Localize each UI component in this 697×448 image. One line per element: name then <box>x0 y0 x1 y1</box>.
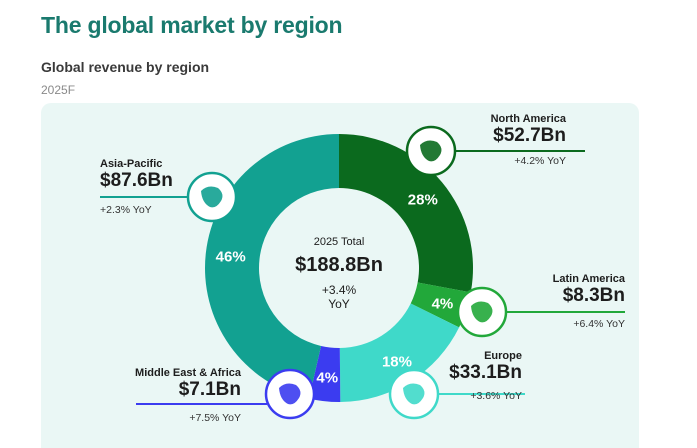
region-name: Europe <box>484 350 522 362</box>
pct-label: 18% <box>382 353 412 370</box>
pct-label: 4% <box>432 295 454 312</box>
label-europe: Europe $33.1Bn +3.6% YoY <box>372 350 522 402</box>
pct-label: 4% <box>316 369 338 386</box>
slice-asia-pacific <box>204 134 339 399</box>
label-middle-east-africa: Middle East & Africa $7.1Bn +7.5% YoY <box>91 367 241 424</box>
region-name: Latin America <box>552 273 625 285</box>
slice-north-america <box>339 134 473 293</box>
forecast-year: 2025F <box>41 83 76 97</box>
europe-map-icon <box>388 368 440 420</box>
region-value: $33.1Bn <box>449 362 522 383</box>
region-value: $87.6Bn <box>100 170 173 191</box>
region-value: $7.1Bn <box>178 379 241 400</box>
page-title: The global market by region <box>41 12 343 38</box>
africa-map-icon <box>264 368 316 420</box>
region-value: $8.3Bn <box>562 285 625 306</box>
chart-subtitle: Global revenue by region <box>41 59 210 75</box>
center-total: 2025 Total $188.8Bn +3.4% YoY <box>280 236 398 311</box>
north-america-map-icon <box>405 125 457 177</box>
region-yoy: +4.2% YoY <box>514 155 566 167</box>
slice-europe <box>339 303 460 402</box>
region-value: $52.7Bn <box>493 125 566 146</box>
region-yoy: +3.6% YoY <box>470 390 522 402</box>
region-yoy: +7.5% YoY <box>189 412 241 424</box>
label-asia-pacific: Asia-Pacific $87.6Bn +2.3% YoY <box>100 158 250 216</box>
region-name: Middle East & Africa <box>135 367 241 379</box>
asia-pacific-map-icon <box>186 171 238 223</box>
center-yoy-unit: YoY <box>328 297 350 311</box>
pct-label: 28% <box>408 191 438 208</box>
slice-middle-east-africa <box>308 345 341 402</box>
center-yoy: +3.4% <box>321 283 357 297</box>
region-name: Asia-Pacific <box>100 158 163 170</box>
pct-label: 46% <box>216 249 246 266</box>
region-name: North America <box>490 113 566 125</box>
label-north-america: North America $52.7Bn +4.2% YoY <box>416 113 566 167</box>
region-yoy: +2.3% YoY <box>100 204 152 216</box>
slice-latin-america <box>410 282 471 328</box>
center-total-value: $188.8Bn <box>295 254 383 276</box>
latin-america-map-icon <box>456 286 508 338</box>
label-latin-america: Latin America $8.3Bn +6.4% YoY <box>475 273 625 330</box>
center-total-label: 2025 Total <box>313 236 365 248</box>
region-yoy: +6.4% YoY <box>573 318 625 330</box>
